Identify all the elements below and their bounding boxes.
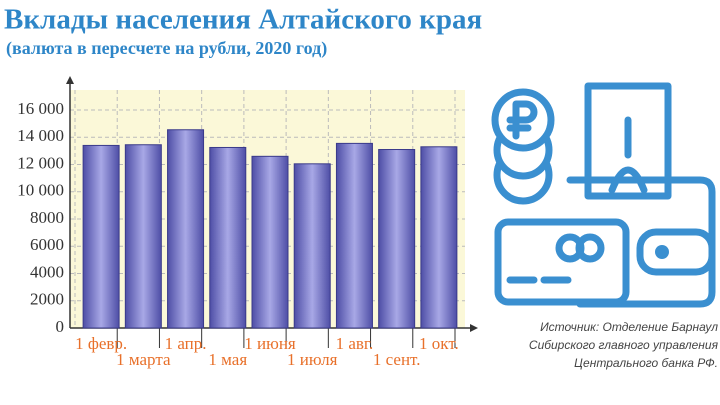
chart-subtitle: (валюта в пересчете на рубли, 2020 год): [6, 38, 327, 59]
source-line: Центрального банка РФ.: [574, 356, 718, 370]
x-tick-label: 1 июня: [244, 334, 296, 353]
x-arrow: [470, 324, 478, 332]
bar: [209, 146, 247, 329]
x-tick-label: 1 авг.: [336, 334, 374, 353]
x-tick-label: 1 сент.: [373, 350, 421, 369]
x-tick-label: 1 марта: [116, 350, 171, 369]
bar: [335, 142, 373, 329]
source-line: Источник: Отделение Барнаул: [540, 320, 718, 334]
y-arrow: [66, 76, 74, 84]
x-tick-label: 1 окт.: [419, 334, 459, 353]
y-tick-label: 4000: [30, 262, 64, 281]
y-tick-label: 2000: [30, 290, 64, 309]
y-tick-label: 10 000: [17, 181, 64, 200]
bar: [378, 149, 416, 329]
illustration: [491, 82, 716, 308]
bar: [420, 146, 458, 329]
y-tick-label: 14 000: [17, 126, 64, 145]
y-tick-label: 12 000: [17, 153, 64, 172]
bar: [251, 155, 289, 329]
chart-title: Вклады населения Алтайского края: [4, 4, 482, 36]
y-tick-label: 16 000: [17, 99, 64, 118]
bar: [124, 144, 162, 329]
bar: [167, 129, 205, 329]
y-tick-label: 8000: [30, 208, 64, 227]
bar: [293, 163, 331, 329]
x-tick-label: 1 июля: [287, 350, 338, 369]
bar: [82, 144, 120, 329]
x-tick-label: 1 мая: [208, 350, 247, 369]
source-line: Сибирского главного управления: [529, 338, 719, 352]
x-tick-label: 1 февр.: [75, 334, 127, 353]
x-tick-label: 1 апр.: [165, 334, 207, 353]
y-tick-label: 0: [56, 317, 65, 336]
y-tick-label: 6000: [30, 235, 64, 254]
